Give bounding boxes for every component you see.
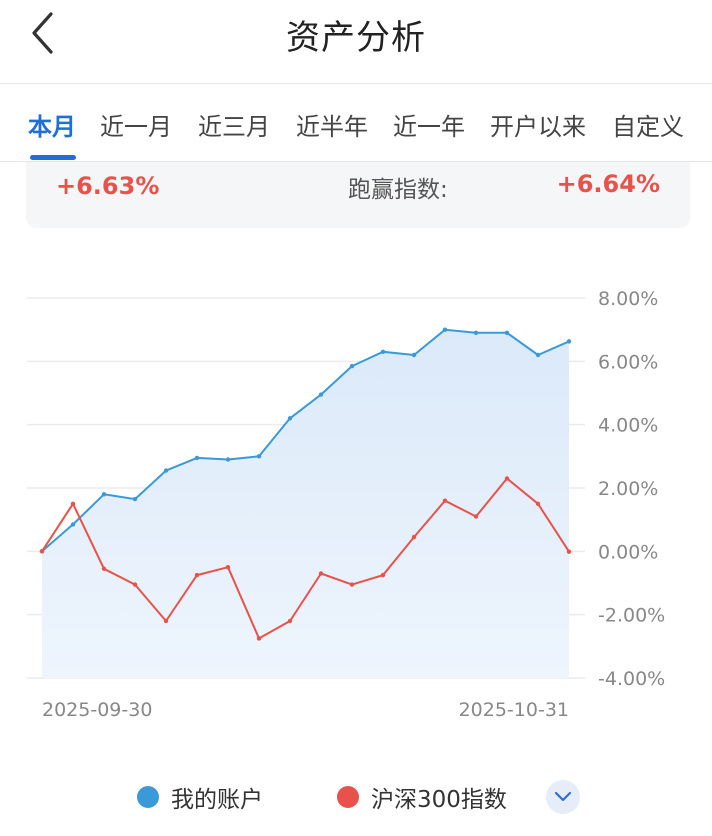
x-tick-label: 2025-10-31 (459, 699, 569, 721)
data-point (194, 455, 200, 461)
series-area-fill (42, 329, 569, 678)
data-point (225, 457, 231, 462)
data-point (287, 618, 293, 624)
data-point (101, 566, 107, 571)
beat-index-label: 跑赢指数: (348, 177, 448, 203)
legend-item-csi300[interactable]: 沪深300指数 (337, 781, 507, 813)
data-point (473, 330, 479, 336)
data-point (380, 349, 386, 355)
legend-label-my-account: 我的账户 (171, 787, 263, 813)
data-point (132, 582, 138, 587)
y-tick-label: -4.00% (598, 668, 665, 690)
back-button[interactable] (18, 8, 68, 58)
legend-dot-my-account (137, 786, 159, 808)
data-point (442, 327, 448, 332)
data-point (225, 564, 231, 570)
tab-since-opening[interactable]: 开户以来 (490, 113, 586, 141)
legend-dot-csi300 (337, 786, 359, 808)
data-point (101, 492, 107, 497)
data-point (411, 534, 417, 540)
data-point (535, 352, 541, 358)
data-point (256, 636, 262, 641)
data-point (566, 549, 572, 554)
data-point (411, 352, 417, 358)
data-point (132, 496, 138, 502)
data-point (318, 392, 324, 397)
data-point (504, 476, 510, 481)
y-tick-label: 4.00% (598, 415, 658, 437)
data-point (163, 468, 169, 473)
tab-last-year[interactable]: 近一年 (393, 113, 465, 141)
chevron-left-icon (32, 12, 53, 54)
series-line (41, 328, 570, 553)
legend-label-csi300: 沪深300指数 (371, 787, 507, 813)
chevron-down-icon (554, 791, 572, 802)
x-tick-label: 2025-09-30 (42, 699, 152, 721)
y-tick-label: 6.00% (598, 351, 658, 373)
legend-item-my-account[interactable]: 我的账户 (137, 781, 263, 813)
data-point (163, 618, 169, 624)
return-summary-card: +6.63% 跑赢指数: +6.64% (26, 162, 690, 228)
data-point (566, 339, 572, 344)
data-point (194, 572, 200, 578)
data-point (70, 522, 76, 527)
data-point (504, 330, 510, 336)
data-point (380, 572, 386, 578)
tab-last-3-months[interactable]: 近三月 (198, 113, 270, 141)
y-tick-label: 2.00% (598, 478, 658, 500)
tab-this-month[interactable]: 本月 (28, 113, 76, 141)
data-point (473, 514, 479, 519)
y-tick-label: -2.00% (598, 605, 665, 627)
data-point (318, 571, 324, 576)
header-bar: 资产分析 (0, 0, 712, 84)
data-point (287, 416, 293, 421)
active-tab-indicator (30, 155, 76, 160)
data-point (349, 582, 355, 587)
tab-last-month[interactable]: 近一月 (100, 113, 172, 141)
beat-index-value: +6.64% (556, 170, 660, 198)
tab-last-half-year[interactable]: 近半年 (296, 113, 368, 141)
page-title: 资产分析 (286, 18, 426, 58)
data-point (535, 501, 541, 507)
tab-custom[interactable]: 自定义 (612, 113, 684, 141)
my-return-value: +6.63% (56, 172, 160, 200)
period-tabs: 本月 近一月 近三月 近半年 近一年 开户以来 自定义 (0, 84, 712, 162)
chart-legend: 我的账户 沪深300指数 (0, 775, 712, 819)
y-tick-label: 8.00% (598, 288, 658, 310)
series-line (41, 477, 570, 640)
data-point (349, 363, 355, 369)
data-point (39, 549, 45, 554)
y-tick-label: 0.00% (598, 541, 658, 563)
data-point (442, 498, 448, 503)
data-point (256, 454, 262, 459)
legend-expand-button[interactable] (546, 780, 580, 814)
return-line-chart[interactable]: 8.00% 6.00% 4.00% 2.00% 0.00% -2.00% -4.00% 202… (0, 280, 712, 730)
data-point (70, 501, 76, 507)
